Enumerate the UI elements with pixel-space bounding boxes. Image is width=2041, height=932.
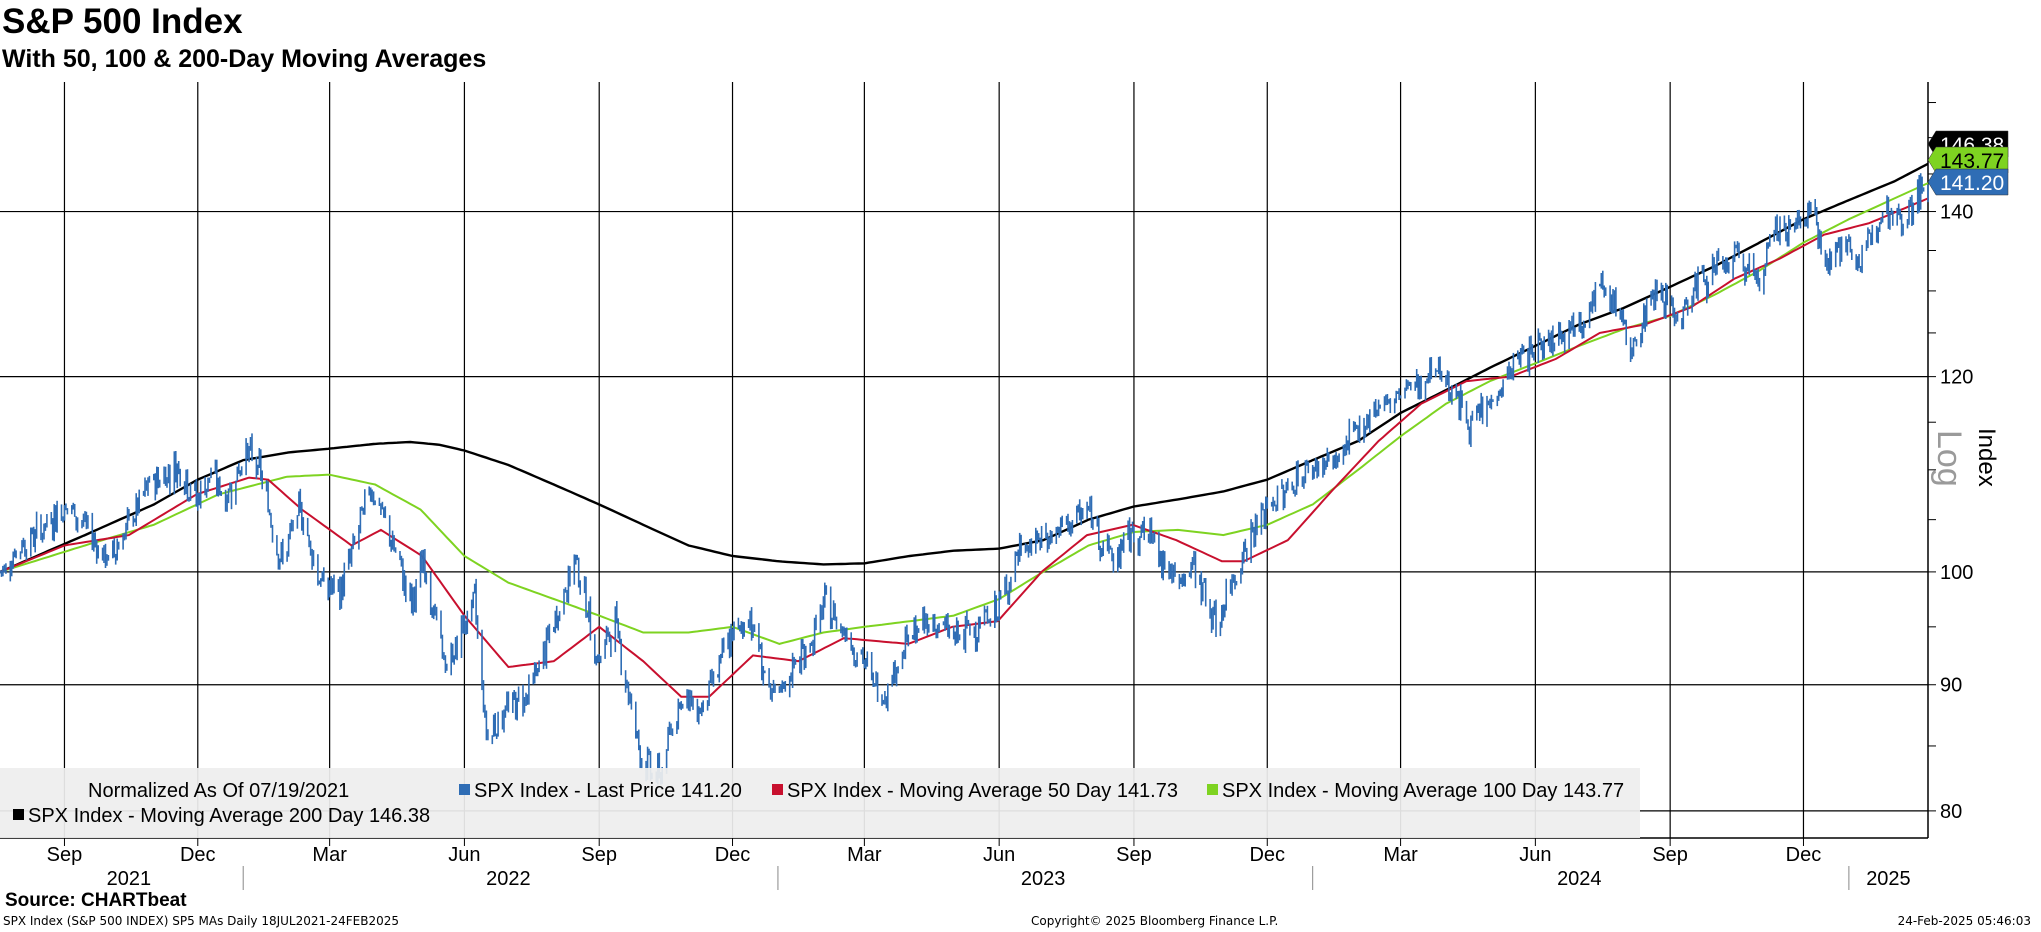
chart-subtitle: With 50, 100 & 200-Day Moving Averages <box>2 45 487 73</box>
x-month-label: Mar <box>312 844 347 866</box>
x-year-label: 2023 <box>1021 868 1066 890</box>
footer-timestamp: 24-Feb-2025 05:46:03 <box>1897 914 2031 928</box>
y-axis-label: Index <box>1973 428 2000 487</box>
x-month-label: Dec <box>1249 844 1285 866</box>
ma100-line <box>0 182 1929 645</box>
x-month-label: Jun <box>448 844 480 866</box>
ma200-line <box>0 162 1929 574</box>
y-tick-label: 100 <box>1940 562 1973 584</box>
last-value-label: 141.20 <box>1940 172 2004 195</box>
legend-entry: SPX Index - Moving Average 200 Day 146.3… <box>28 805 430 827</box>
legend-entry: SPX Index - Last Price 141.20 <box>474 780 742 802</box>
y-tick-label: 90 <box>1940 675 1962 697</box>
x-year-label: 2021 <box>107 868 152 890</box>
x-year-label: 2025 <box>1866 868 1911 890</box>
legend-swatch <box>1207 784 1218 795</box>
y-tick-label: 140 <box>1940 202 1973 224</box>
x-year-label: 2022 <box>486 868 531 890</box>
ma50-line <box>0 197 1929 698</box>
source-note: Source: CHARTbeat <box>5 890 187 911</box>
x-year-label: 2024 <box>1557 868 1602 890</box>
legend-swatch <box>13 809 24 820</box>
x-month-label: Dec <box>715 844 751 866</box>
legend-entry: SPX Index - Moving Average 50 Day 141.73 <box>787 780 1178 802</box>
price-series <box>0 173 1929 785</box>
x-month-label: Mar <box>847 844 882 866</box>
legend-normalized-note: Normalized As Of 07/19/2021 <box>88 780 349 802</box>
legend-swatch <box>459 784 470 795</box>
chart-title: S&P 500 Index <box>2 2 243 41</box>
footer-copyright: Copyright© 2025 Bloomberg Finance L.P. <box>1031 914 1279 928</box>
last-value-label: 143.77 <box>1940 150 2004 173</box>
x-month-label: Mar <box>1383 844 1418 866</box>
y-tick-label: 80 <box>1940 801 1962 823</box>
x-month-label: Sep <box>581 844 617 866</box>
x-month-label: Sep <box>1116 844 1152 866</box>
x-month-label: Dec <box>1786 844 1822 866</box>
x-month-label: Jun <box>1519 844 1551 866</box>
footer-left: SPX Index (S&P 500 INDEX) SP5 MAs Daily … <box>3 914 399 928</box>
legend-box <box>0 768 1640 838</box>
x-month-label: Jun <box>983 844 1015 866</box>
x-month-label: Dec <box>180 844 216 866</box>
log-scale-label: Log <box>1930 430 1968 487</box>
x-month-label: Sep <box>47 844 83 866</box>
legend-entry: SPX Index - Moving Average 100 Day 143.7… <box>1222 780 1624 802</box>
last-value-tag <box>1927 168 2009 196</box>
x-month-label: Sep <box>1652 844 1688 866</box>
legend-swatch <box>772 784 783 795</box>
y-tick-label: 120 <box>1940 367 1973 389</box>
